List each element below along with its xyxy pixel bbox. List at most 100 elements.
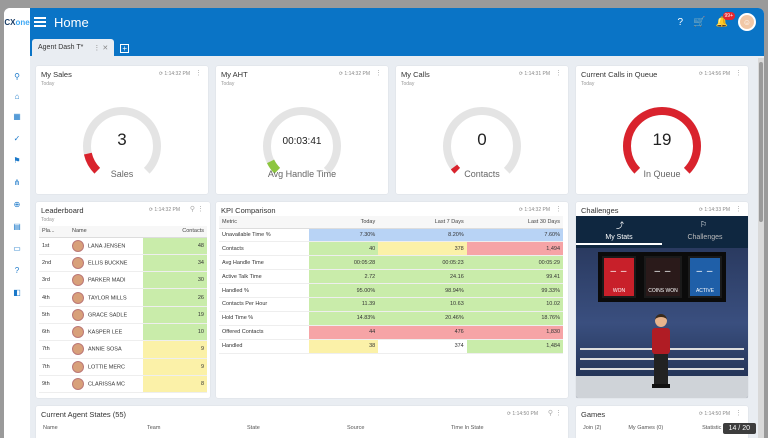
metric-cell: Handled % [219, 283, 309, 298]
card-menu-icon[interactable]: ⋮ [735, 206, 742, 213]
column-header[interactable]: Team [147, 425, 161, 431]
week-cell: 8.20% [378, 228, 467, 243]
agent-avatar [72, 326, 84, 339]
month-cell: 18.76% [466, 311, 563, 326]
check-icon[interactable]: ✓ [13, 134, 21, 143]
tab-challenges[interactable]: Challenges [687, 234, 723, 241]
sales-gauge [83, 107, 161, 174]
help-icon[interactable]: ? [677, 16, 684, 28]
table-row[interactable]: Hold Time % 14.83% 20.46% 18.76% [219, 311, 563, 326]
table-row[interactable]: 2nd ELLIS BUCKNE 34 [39, 254, 207, 273]
menu-icon[interactable] [34, 17, 46, 27]
table-row[interactable]: Handled % 95.00% 98.94% 99.33% [219, 283, 563, 298]
card-menu-icon[interactable]: ⚲ ⋮ [547, 410, 562, 417]
card-menu-icon[interactable]: ⋮ [555, 70, 562, 77]
table-row[interactable]: Contacts Per Hour 11.39 10.63 10.02 [219, 297, 563, 312]
cart-icon[interactable]: 🛒 [693, 16, 706, 28]
card-menu-icon[interactable]: ⋮ [735, 70, 742, 77]
column-header[interactable]: Metric [219, 216, 309, 229]
gauge-track [263, 107, 341, 174]
table-row[interactable]: 6th KASPER LEE 10 [39, 323, 207, 342]
card-menu-icon[interactable]: ⋮ [735, 410, 742, 417]
tab-agent-dash[interactable]: Agent Dash T* ⋮ ✕ [32, 39, 115, 56]
table-row[interactable]: Offered Contacts 44 476 1,830 [219, 325, 563, 340]
trophy-icon: ⚐ [700, 220, 708, 229]
card-menu-icon[interactable]: ⋮ [195, 70, 202, 77]
add-tab-button[interactable]: + [120, 44, 130, 53]
tab-statistic[interactable]: Statistic [702, 425, 722, 431]
table-row[interactable]: Avg Handle Time 00:05:28 00:05:23 00:05:29 [219, 255, 563, 271]
column-header[interactable]: Source [347, 425, 365, 431]
column-header[interactable]: State [247, 425, 260, 431]
card-timestamp: ⟳ 1:14:33 PM [698, 207, 730, 213]
table-row[interactable]: Contacts 40 378 1,494 [219, 241, 563, 257]
gamepad-icon[interactable]: ⊕ [13, 200, 21, 209]
column-header[interactable]: Name [43, 425, 58, 431]
tab-my-games[interactable]: My Games (0) [628, 425, 664, 431]
panel-icon[interactable]: ◧ [13, 288, 21, 297]
tab-bar: Agent Dash T* ⋮ ✕ + [30, 36, 764, 56]
week-cell: 00:05:23 [378, 255, 467, 271]
table-row[interactable]: 4th TAYLOR MILLS 26 [39, 288, 207, 307]
gauge-track [83, 107, 161, 174]
contacts-cell: 48 [143, 237, 207, 255]
question-icon[interactable]: ? [14, 266, 20, 275]
month-cell: 99.41 [466, 269, 563, 285]
table-row[interactable]: 9th CLARISSA MC 8 [39, 375, 207, 394]
month-cell: 10.02 [466, 297, 563, 312]
metric-cell: Contacts Per Hour [219, 297, 309, 312]
table-row[interactable]: 5th GRACE SADLE 19 [39, 306, 207, 324]
card-subtitle: Today [401, 81, 415, 87]
stat-coins-won: – – COINS WON [644, 256, 682, 298]
column-header[interactable]: Today [309, 216, 379, 229]
table-row[interactable]: Handled 38 374 1,484 [219, 339, 563, 354]
clipboard-icon[interactable]: ▤ [13, 222, 21, 231]
challenge-arena-image: – – WON – – COINS WON – – ACTIVE [576, 248, 748, 398]
tab-join[interactable]: Join (2) [583, 425, 602, 431]
avatar[interactable]: ☺ [738, 13, 756, 31]
monitor-icon[interactable]: ▭ [13, 244, 21, 253]
table-row[interactable]: 7th ANNIE SOSA 9 [39, 340, 207, 359]
week-cell: 378 [378, 241, 467, 257]
card-menu-icon[interactable]: ⚲ ⋮ [189, 206, 204, 213]
card-menu-icon[interactable]: ⋮ [375, 70, 382, 77]
home-icon[interactable]: ⌂ [14, 92, 20, 101]
card-menu-icon[interactable]: ⋮ [555, 206, 562, 213]
column-header[interactable]: Pla... [39, 226, 69, 238]
tab-my-stats[interactable]: My Stats [576, 234, 662, 245]
tab-options-icon[interactable]: ⋮ ✕ [93, 44, 109, 52]
table-row[interactable]: 7th LOTTIE MERC 9 [39, 358, 207, 376]
search-icon[interactable]: ⚲ [14, 72, 20, 81]
app-logo[interactable]: CX one [4, 8, 30, 36]
share-icon[interactable]: ⋔ [13, 178, 21, 187]
week-cell: 10.63 [378, 297, 467, 312]
card-title: Challenges [581, 206, 619, 215]
column-header[interactable]: Contacts [143, 226, 207, 238]
place-cell: 2nd [39, 254, 69, 273]
app-window: CX one Home ? 🛒 🔔 99+ ☺ Agent Dash T* ⋮ ✕ … [4, 8, 764, 438]
scrollbar[interactable] [758, 58, 764, 438]
leaderboard-table: Pla... Name Contacts 1st LANA JENSEN 48 2nd… [39, 226, 207, 394]
column-header[interactable]: Time In State [451, 425, 484, 431]
filter-icon[interactable]: ⚑ [13, 156, 21, 165]
table-row[interactable]: 1st LANA JENSEN 48 [39, 237, 207, 255]
week-cell: 374 [378, 339, 467, 354]
column-header[interactable]: Last 30 Days [466, 216, 563, 229]
queue-card: Current Calls in Queue ⟳ 1:14:56 PM ⋮ To… [576, 66, 748, 194]
table-row[interactable]: Active Talk Time 2.72 24.16 99.41 [219, 269, 563, 285]
table-row[interactable]: Unavailable Time % 7.30% 8.20% 7.60% [219, 228, 563, 243]
dashboard-icon[interactable]: ▦ [13, 112, 21, 121]
place-cell: 4th [39, 288, 69, 307]
contacts-cell: 9 [143, 340, 207, 359]
bell-icon[interactable]: 🔔 99+ [715, 11, 735, 28]
card-title: KPI Comparison [221, 206, 276, 215]
contacts-cell: 9 [143, 358, 207, 376]
card-subtitle: Today [221, 81, 235, 87]
name-cell: TAYLOR MILLS [69, 288, 143, 307]
page-counter: 14 / 20 [722, 423, 756, 434]
my-calls-card: My Calls ⟳ 1:14:31 PM ⋮ Today 0 Contacts [396, 66, 568, 194]
today-cell: 11.39 [309, 297, 379, 312]
table-row[interactable]: 3rd PARKER MADI 30 [39, 271, 207, 290]
column-header[interactable]: Name [69, 226, 143, 238]
column-header[interactable]: Last 7 Days [378, 216, 467, 229]
